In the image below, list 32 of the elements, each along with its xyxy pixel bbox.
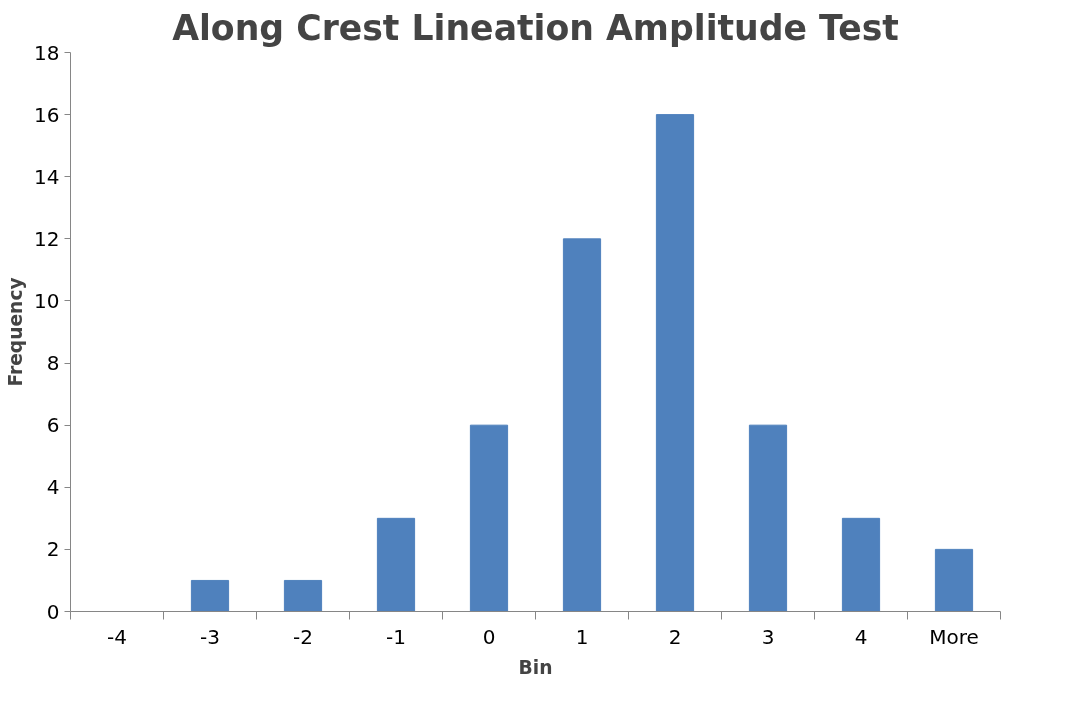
chart-title: Along Crest Lineation Amplitude Test (172, 7, 899, 48)
y-tick-label: 18 (34, 40, 60, 65)
bar (748, 424, 788, 612)
x-tick-label: -1 (386, 624, 406, 649)
x-tick-label: 3 (761, 624, 775, 649)
x-tick-label: -2 (293, 624, 313, 649)
x-tick-label: -4 (107, 624, 127, 649)
y-axis-title: Frequency (5, 277, 27, 387)
bar (190, 579, 230, 612)
bar (562, 238, 602, 612)
x-tick-label: -3 (200, 624, 220, 649)
bar (283, 579, 323, 612)
y-tick-label: 8 (46, 351, 60, 376)
y-tick-label: 10 (34, 288, 60, 313)
x-tick-label: 0 (482, 624, 496, 649)
y-tick-label: 4 (46, 475, 60, 500)
bar (655, 114, 695, 612)
x-tick-label: 1 (575, 624, 589, 649)
x-tick-label: 2 (668, 624, 682, 649)
bar (469, 424, 509, 612)
bar (841, 517, 881, 612)
x-axis-title: Bin (518, 656, 553, 678)
x-tick-label: More (929, 624, 979, 649)
y-tick-label: 14 (34, 164, 60, 189)
y-tick-label: 0 (46, 599, 60, 624)
x-tick-label: 4 (854, 624, 868, 649)
y-tick-label: 16 (34, 102, 60, 127)
y-tick-label: 2 (46, 537, 60, 562)
bar (376, 517, 416, 612)
y-tick-label: 12 (34, 226, 60, 251)
y-tick-label: 6 (46, 413, 60, 438)
bar (934, 548, 974, 612)
